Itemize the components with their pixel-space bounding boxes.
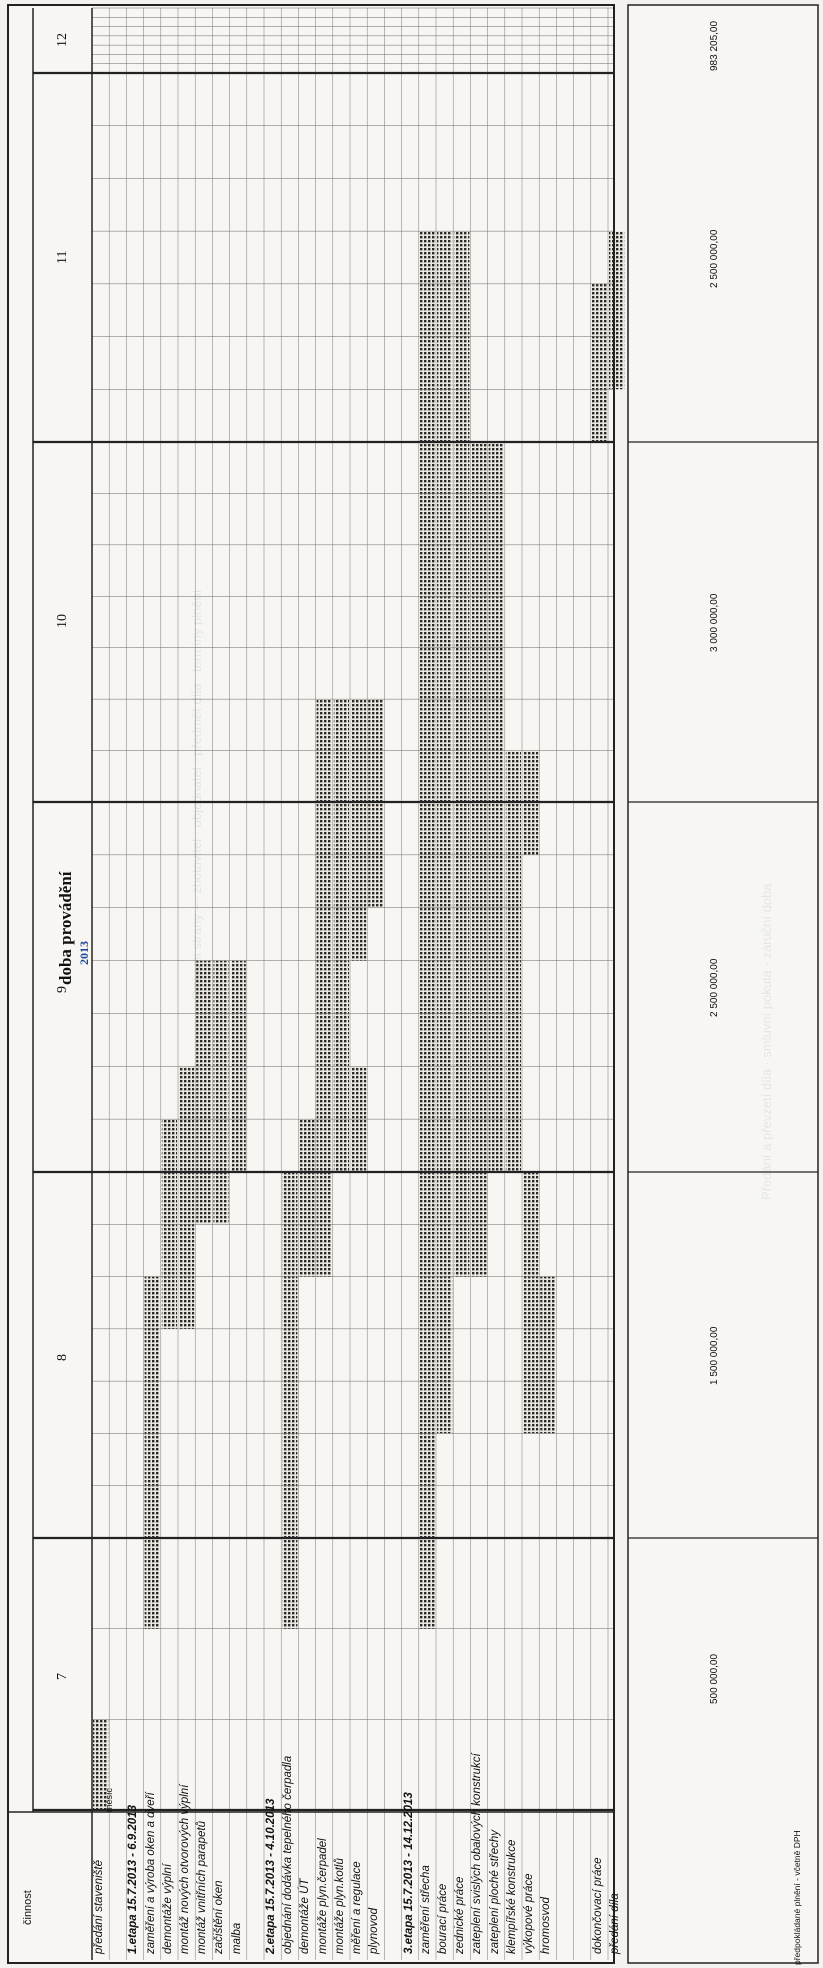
task-bar [351, 699, 367, 961]
task-label: montáž nových otvorových výplní [179, 1784, 191, 1954]
month-label: 11 [55, 250, 70, 264]
month-label: 10 [55, 614, 70, 628]
task-bar [144, 1276, 160, 1629]
task-bar [196, 960, 212, 1225]
stage-label: 1.etapa 15.7.2013 - 6.9.2013 [127, 1805, 140, 1954]
task-label: malba [230, 1922, 243, 1954]
month-label: 7 [55, 1673, 70, 1680]
task-bar [609, 231, 625, 390]
bleed-through-text: Doba provádění díla · termín zahájení · … [329, 769, 344, 1100]
task-label: plynovod [368, 1907, 381, 1954]
task-label: začištění oken [213, 1880, 226, 1954]
month-amount: 3 000 000,00 [709, 593, 720, 652]
task-bar [488, 442, 504, 1172]
stage-label: 2.etapa 15.7.2013 - 4.10.2013 [265, 1798, 277, 1954]
task-bar [161, 1119, 177, 1329]
task-bar [419, 231, 435, 1629]
month-label: 12 [55, 32, 70, 47]
task-label: klempířské konstrukce [505, 1839, 518, 1954]
month-amount: 500 000,00 [709, 1653, 720, 1704]
footer-background [628, 5, 818, 1963]
chart-title: doba provádění [56, 871, 75, 985]
table-background [8, 5, 614, 1963]
task-label: hromosvod [540, 1897, 553, 1954]
task-bar [437, 231, 453, 1434]
task-label: zednické práce [454, 1876, 467, 1954]
task-label: zateplení svislých obalových konstrukcí [471, 1753, 484, 1954]
task-bar [299, 1119, 315, 1277]
task-bar [454, 231, 470, 1277]
month-amount: 2 500 000,00 [709, 958, 720, 1017]
month-amount: 983 205,00 [709, 20, 720, 71]
gantt-bars [8, 5, 818, 1963]
task-bar [179, 1066, 195, 1329]
task-bar [282, 1172, 298, 1629]
task-label: bourací práce [437, 1883, 449, 1954]
task-label: zateplení ploché střechy [488, 1829, 501, 1954]
task-bar [333, 699, 349, 1172]
month-label: 9 [55, 986, 70, 993]
footer-label: předpokládané plnění - včetně DPH [792, 1830, 802, 1965]
task-label: montáže plyn.kotlů [333, 1858, 346, 1954]
task-label: montáže plyn.čerpadel [316, 1838, 329, 1954]
month-amount: 1 500 000,00 [709, 1326, 720, 1385]
task-bar [471, 442, 487, 1277]
task-label: montáž vnitřních parapetů [196, 1821, 209, 1954]
task-label: předání díla [609, 1893, 621, 1954]
month-header: měsíc [104, 1787, 114, 1812]
task-bar [505, 750, 521, 1172]
stage-label: 3.etapa 15.7.2013 - 14.12.2013 [402, 1792, 415, 1954]
bleed-through-text: Smluvní strany — zhotovitel · objednatel… [189, 589, 204, 1000]
task-bar [523, 1172, 539, 1434]
task-bar [316, 699, 332, 1277]
year-label: 2013 [77, 941, 91, 965]
month-amount: 2 500 000,00 [709, 229, 720, 288]
task-bar [368, 699, 384, 908]
task-label: demontáže ÚT [299, 1878, 312, 1954]
task-label: zaměření a výroba oken a dveří [144, 1792, 157, 1954]
task-bar [93, 1719, 109, 1810]
task-label: předání staveniště [93, 1860, 105, 1954]
footer-frame [627, 4, 819, 1964]
task-bar [213, 960, 229, 1225]
task-label: měření a regulace [351, 1861, 363, 1954]
table-frame [7, 4, 615, 1964]
bleed-through-text: Předání a převzetí díla · smluvní pokuta… [759, 883, 774, 1200]
task-label: objednání dodávka tepelného čerpadla [282, 1755, 295, 1954]
task-label: dokončovací práce [591, 1857, 604, 1954]
activity-header: činnost [22, 1890, 34, 1925]
task-label: výkopové práce [523, 1873, 535, 1954]
task-bar [540, 1276, 556, 1434]
month-label: 8 [55, 1354, 70, 1361]
task-label: zaměření střecha [419, 1865, 432, 1954]
task-bar [591, 283, 607, 442]
task-label: demontáže výplní [161, 1863, 174, 1954]
grid-lines [7, 4, 819, 1964]
